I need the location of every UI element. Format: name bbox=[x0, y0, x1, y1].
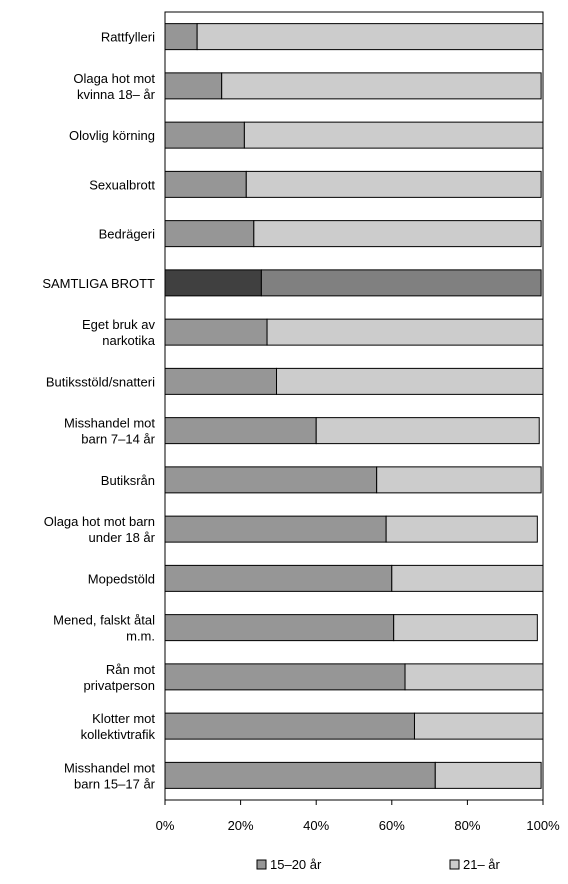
bar-segment bbox=[376, 466, 542, 494]
y-tick-label: Klotter mot kollektivtrafik bbox=[81, 711, 156, 742]
bar-segment bbox=[164, 712, 415, 740]
bar-segment bbox=[164, 466, 378, 494]
bar-segment bbox=[391, 564, 544, 592]
bar-segment bbox=[245, 170, 542, 198]
bar-segment bbox=[276, 367, 544, 395]
bar-segment bbox=[393, 614, 538, 642]
bar-segment bbox=[413, 712, 544, 740]
y-tick-label: Butiksstöld/snatteri bbox=[46, 374, 155, 389]
y-tick-label: Bedrägeri bbox=[99, 227, 155, 242]
bar-segment bbox=[260, 269, 542, 297]
bar-segment bbox=[164, 564, 393, 592]
y-tick-label: Olovlig körning bbox=[69, 128, 155, 143]
y-tick-label: Mened, falskt åtal m.m. bbox=[53, 613, 155, 644]
bar-segment bbox=[164, 269, 262, 297]
y-tick-label: Misshandel mot barn 7–14 år bbox=[64, 416, 156, 447]
x-tick-label: 60% bbox=[379, 818, 405, 833]
bar-segment bbox=[266, 318, 544, 346]
legend-label: 15–20 år bbox=[270, 857, 322, 872]
bar-segment bbox=[164, 417, 317, 445]
y-tick-label: Mopedstöld bbox=[88, 571, 155, 586]
y-tick-label: Olaga hot mot kvinna 18– år bbox=[73, 71, 155, 102]
y-tick-label: Eget bruk av narkotika bbox=[82, 317, 156, 348]
y-tick-label: SAMTLIGA BROTT bbox=[42, 276, 155, 291]
x-tick-label: 40% bbox=[303, 818, 329, 833]
bar-segment bbox=[315, 417, 540, 445]
y-tick-label: Rån mot privatperson bbox=[83, 662, 155, 693]
x-tick-label: 0% bbox=[156, 818, 175, 833]
bar-segment bbox=[164, 761, 436, 789]
y-tick-label: Rattfylleri bbox=[101, 30, 155, 45]
x-tick-label: 80% bbox=[454, 818, 480, 833]
bar-segment bbox=[164, 614, 395, 642]
y-tick-label: Misshandel mot barn 15–17 år bbox=[64, 760, 156, 791]
bar-segment bbox=[164, 367, 278, 395]
bar-segment bbox=[434, 761, 542, 789]
y-tick-label: Olaga hot mot barn under 18 år bbox=[44, 514, 156, 545]
bar-segment bbox=[385, 515, 538, 543]
bar-segment bbox=[164, 23, 198, 51]
y-tick-label: Sexualbrott bbox=[89, 177, 155, 192]
x-tick-label: 20% bbox=[228, 818, 254, 833]
bar-segment bbox=[164, 72, 223, 100]
bar-segment bbox=[196, 23, 544, 51]
bar-segment bbox=[253, 220, 542, 248]
bar-segment bbox=[164, 220, 255, 248]
bar-segment bbox=[164, 121, 245, 149]
bar-segment bbox=[404, 663, 544, 691]
bar-segment bbox=[164, 170, 247, 198]
legend-swatch bbox=[256, 859, 267, 870]
bar-segment bbox=[164, 515, 387, 543]
legend-swatch bbox=[449, 859, 460, 870]
bar-segment bbox=[221, 72, 542, 100]
bar-segment bbox=[243, 121, 544, 149]
y-tick-label: Butiksrån bbox=[101, 473, 155, 488]
legend-label: 21– år bbox=[463, 857, 501, 872]
bar-segment bbox=[164, 318, 268, 346]
bar-segment bbox=[164, 663, 406, 691]
plot-frame bbox=[164, 11, 544, 801]
x-tick-label: 100% bbox=[526, 818, 560, 833]
